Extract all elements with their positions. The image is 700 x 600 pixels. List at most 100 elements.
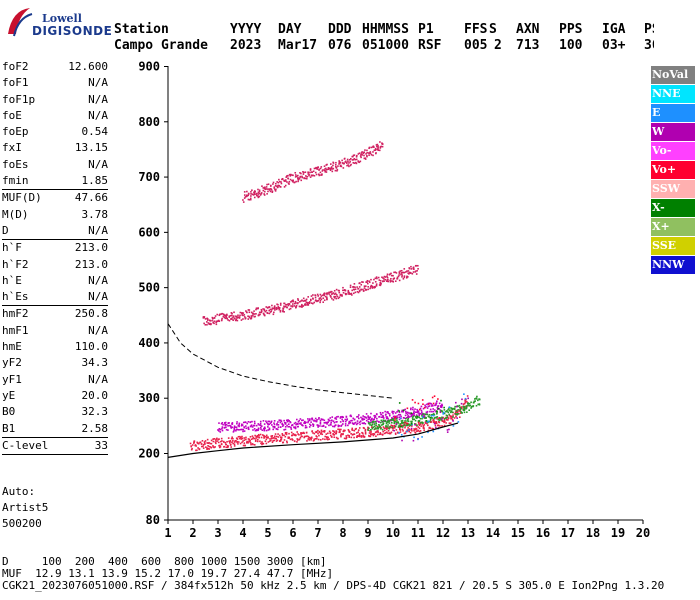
trace-point [300,305,303,307]
trace-point [243,314,246,316]
trace-point [360,153,362,156]
trace-point [257,427,260,430]
trace-point [302,300,305,302]
trace-point [385,280,388,282]
trace-point [291,179,293,182]
legend: NoVal NNE E W Vo- Vo+ SSW X- X+ SSE NNW [651,66,695,275]
trace-point [412,267,415,269]
trace-point [301,424,303,427]
trace-point [276,307,278,310]
trace-point [311,430,313,433]
trace-point [320,166,323,168]
trace-point [348,293,350,295]
trace-point [218,320,221,323]
trace-point [391,417,393,419]
trace-point [410,422,413,425]
trace-point [362,290,365,292]
trace-point [408,428,411,430]
trace-point [410,424,413,427]
trace-point [238,424,240,426]
trace-point [208,319,211,322]
trace-point [301,424,303,426]
auto-artist: Artist5 [2,501,49,514]
trace-point [362,415,364,417]
trace-point [340,428,342,431]
trace-point [302,297,305,300]
trace-point [363,436,366,438]
trace-point [342,286,344,289]
trace-point [301,432,303,435]
trace-point [439,418,442,420]
trace-point [400,434,403,436]
trace-point [350,163,352,166]
trace-point [321,170,324,172]
trace-point [434,421,437,424]
trace-point [411,420,413,423]
trace-point [257,188,259,191]
trace-point [387,421,389,424]
trace-point [324,435,327,438]
trace-point [240,319,243,321]
trace-point [268,306,271,308]
trace-point [375,435,377,438]
trace-point [331,419,333,422]
trace-point [202,316,205,318]
trace-point [199,441,202,444]
trace-point [288,432,290,435]
trace-point [398,432,400,434]
param-value: N/A [88,290,108,304]
trace-point [251,420,253,423]
trace-point [364,158,367,160]
trace-point [249,198,252,201]
trace-point [438,419,441,422]
trace-point [407,412,409,414]
trace-point [331,416,334,418]
trace-point [304,300,306,302]
trace-point [382,414,384,417]
trace-point [292,179,294,182]
trace-point [258,424,261,426]
trace-point [208,441,210,444]
trace-point [297,425,299,428]
trace-point [242,444,245,447]
trace-point [409,413,412,415]
param-value: 110.0 [74,340,108,354]
trace-point [375,431,378,433]
trace-point [295,175,298,178]
trace-point [267,437,269,439]
trace-point [386,416,389,418]
trace-point [333,421,336,424]
trace-point [239,442,242,445]
trace-point [379,283,382,285]
trace-point [436,406,439,409]
trace-point [230,317,233,320]
trace-point [318,416,320,419]
trace-point [436,408,439,410]
trace-point [383,280,385,283]
trace-point [271,191,274,194]
trace-point [307,171,310,174]
trace-point [309,298,312,301]
trace-point [365,289,368,291]
trace-point [344,161,347,163]
trace-point [351,159,354,161]
trace-point [454,411,457,414]
trace-point [250,438,253,441]
trace-point [377,420,380,423]
trace-point [452,420,454,422]
trace-point [242,199,244,201]
trace-point [436,418,438,420]
trace-point [387,411,389,413]
trace-point [426,413,428,416]
trace-point [403,421,406,424]
trace-point [380,419,383,422]
trace-point [465,405,468,407]
trace-point [452,414,454,416]
trace-point [377,145,379,147]
trace-point [467,402,470,405]
trace-point [414,419,417,422]
trace-point [203,316,206,318]
trace-point [399,424,402,426]
trace-point [336,437,339,440]
trace-point [335,297,338,300]
